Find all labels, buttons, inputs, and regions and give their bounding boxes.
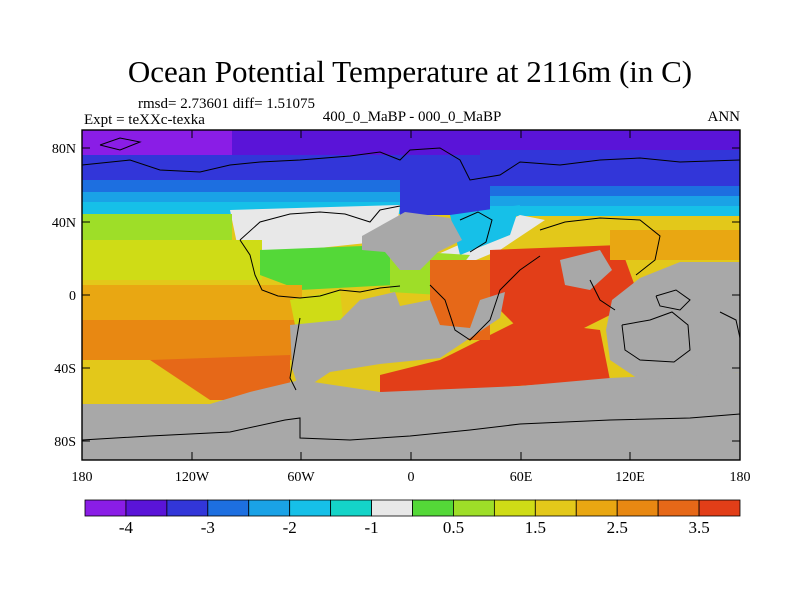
colorbar-label: -2 <box>283 518 297 537</box>
colorbar-label: -3 <box>201 518 215 537</box>
colorbar-box <box>575 499 618 517</box>
colorbar-label: -4 <box>119 518 134 537</box>
colorbar-box <box>698 499 741 517</box>
experiment-label: Expt = teXXc-texka <box>84 112 205 128</box>
lon-tick-label: 180 <box>730 470 751 485</box>
colorbar-box <box>125 499 168 517</box>
continent-outlines <box>82 137 740 441</box>
colorbar-box <box>207 499 250 517</box>
lat-tick-label: 80N <box>52 142 76 157</box>
lat-tick-label: 0 <box>69 289 76 304</box>
colorbar-box <box>289 499 332 517</box>
season-label: ANN <box>708 109 741 125</box>
colorbar <box>84 499 741 517</box>
colorbar-box <box>248 499 291 517</box>
lon-tick-label: 0 <box>408 470 415 485</box>
colorbar-label: -1 <box>364 518 378 537</box>
land-masses <box>82 212 740 460</box>
colorbar-box <box>493 499 536 517</box>
stats-label: rmsd= 2.73601 diff= 1.51075 <box>138 96 315 112</box>
colorbar-label: 2.5 <box>607 518 628 537</box>
colorbar-box <box>84 499 127 517</box>
colorbar-box <box>166 499 209 517</box>
lon-tick-label: 120E <box>615 470 645 485</box>
lon-tick-label: 120W <box>175 470 210 485</box>
colorbar-label: 1.5 <box>525 518 546 537</box>
colorbar-box <box>534 499 577 517</box>
lat-tick-label: 40S <box>54 362 76 377</box>
lat-tick-label: 80S <box>54 435 76 450</box>
plot-title: Ocean Potential Temperature at 2116m (in… <box>128 54 692 89</box>
longitude-axis <box>81 130 741 460</box>
colorbar-box <box>371 499 413 517</box>
colorbar-label: 3.5 <box>688 518 709 537</box>
difference-label: 400_0_MaBP - 000_0_MaBP <box>323 109 502 125</box>
colorbar-label: 0.5 <box>443 518 464 537</box>
lat-tick-label: 40N <box>52 216 76 231</box>
colorbar-box <box>412 499 454 517</box>
latitude-axis <box>82 147 740 442</box>
colorbar-box <box>453 499 495 517</box>
lon-tick-label: 60E <box>510 470 533 485</box>
colorbar-labels: -4 -3 -2 -1 0.5 1.5 2.5 3.5 <box>119 518 710 537</box>
lon-tick-label: 180 <box>72 470 93 485</box>
colorbar-box <box>616 499 659 517</box>
colorbar-box <box>330 499 372 517</box>
colorbar-box <box>657 499 700 517</box>
lon-tick-label: 60W <box>287 470 315 485</box>
